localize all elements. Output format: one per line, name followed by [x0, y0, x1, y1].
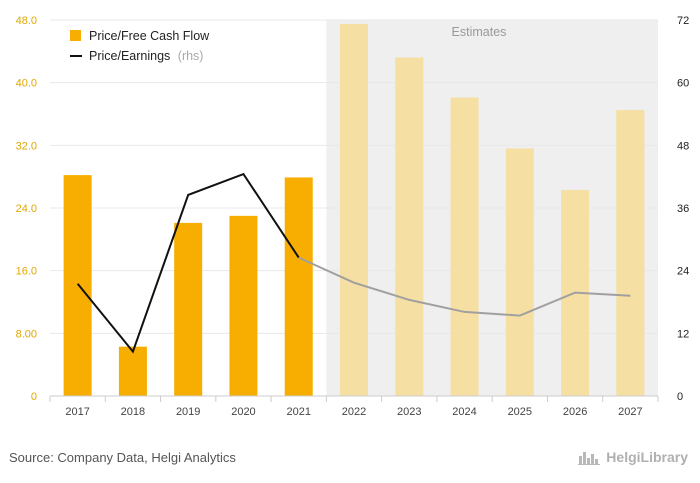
estimates-label: Estimates — [452, 25, 507, 39]
y-right-tick-label: 60 — [677, 78, 689, 90]
x-tick-label: 2026 — [563, 406, 587, 418]
line-price-earnings-actual — [76, 172, 300, 354]
y-right-tick-label: 24 — [677, 266, 689, 278]
x-tick-label: 2018 — [121, 406, 145, 418]
chart-svg: 0 8.00 16.0 24.0 32.0 40.0 48.0 0 12 24 36 48 60 72 20… — [16, 15, 690, 418]
bar-price-fcf-estimate — [616, 110, 645, 396]
y-right-tick-label: 48 — [677, 140, 689, 152]
bar-price-fcf — [63, 175, 92, 396]
y-left-tick-label: 24.0 — [16, 203, 37, 215]
x-tick-label: 2021 — [286, 406, 310, 418]
city-skyline-icon — [578, 452, 601, 465]
bar-price-fcf — [284, 177, 313, 396]
x-tick-label: 2023 — [397, 406, 421, 418]
y-left-tick-label: 32.0 — [16, 140, 37, 152]
y-right-tick-label: 0 — [677, 391, 683, 403]
brand-logo: HelgiLibrary — [578, 449, 688, 465]
x-tick-label: 2024 — [452, 406, 476, 418]
y-right-tick-label: 36 — [677, 203, 689, 215]
y-right-tick-label: 12 — [677, 328, 689, 340]
brand-name: HelgiLibrary — [606, 449, 688, 465]
y-left-tick-label: 40.0 — [16, 78, 37, 90]
bar-price-fcf-estimate — [340, 23, 368, 397]
bar-price-fcf — [118, 346, 147, 396]
legend-label-price-earnings-suffix: (rhs) — [178, 49, 204, 63]
legend-swatch-price-fcf — [70, 30, 81, 41]
y-left-tick-label: 0 — [31, 391, 37, 403]
legend-label-price-earnings: Price/Earnings (rhs) — [89, 49, 203, 63]
y-left-tick-label: 8.00 — [16, 328, 37, 340]
y-right-tick-label: 72 — [677, 15, 689, 27]
y-left-tick-label: 48.0 — [16, 15, 37, 27]
x-tick-label: 2020 — [231, 406, 255, 418]
x-tick-label: 2017 — [65, 406, 89, 418]
x-tick-label: 2019 — [176, 406, 200, 418]
bar-price-fcf-estimate — [450, 97, 479, 397]
legend-label-price-earnings-name: Price/Earnings — [89, 49, 170, 63]
bar-price-fcf-estimate — [505, 148, 534, 396]
x-tick-label: 2022 — [342, 406, 366, 418]
source-note: Source: Company Data, Helgi Analytics — [9, 450, 236, 465]
x-tick-label: 2027 — [618, 406, 642, 418]
bar-price-fcf-estimate — [395, 57, 424, 396]
legend-label-price-fcf: Price/Free Cash Flow — [89, 29, 210, 43]
bar-price-fcf — [229, 215, 258, 396]
y-left-tick-label: 16.0 — [16, 266, 37, 278]
x-tick-label: 2025 — [508, 406, 532, 418]
bar-price-fcf — [174, 222, 203, 396]
line-price-earnings-estimate — [298, 256, 631, 317]
